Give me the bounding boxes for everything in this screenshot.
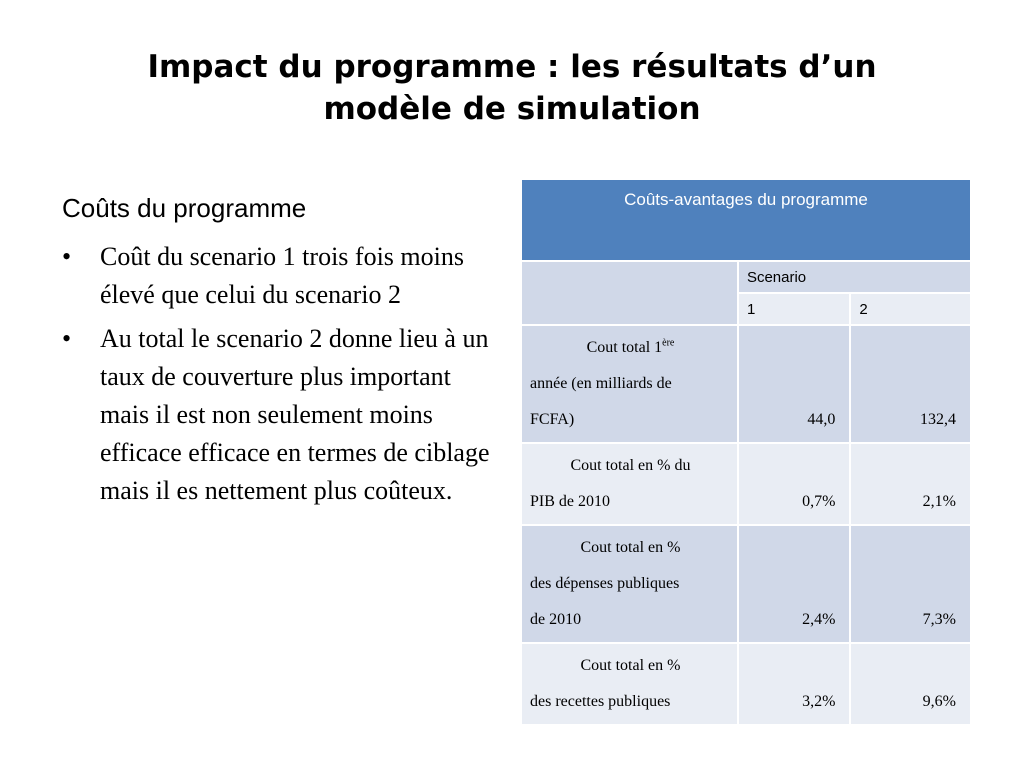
table-row: Cout total en % des recettes publiques 3… <box>520 642 972 726</box>
row-label: Cout total en % des dépenses publiques d… <box>520 524 739 644</box>
row-label-superscript: ère <box>662 337 675 349</box>
value-scenario-2: 9,6% <box>849 642 972 726</box>
bullet-text: Coût du scenario 1 trois fois moins élev… <box>100 242 464 309</box>
row-label-line: année (en milliards de <box>530 375 672 392</box>
row-label-line: Cout total en % du <box>570 457 691 474</box>
scenario-header-row: Scenario <box>520 260 973 326</box>
bullet-icon: • <box>62 242 72 271</box>
row-label-line: de 2010 <box>530 611 582 628</box>
row-label-line: PIB de 2010 <box>530 493 610 510</box>
value-scenario-1: 44,0 <box>736 324 852 444</box>
bullet-item: • Coût du scenario 1 trois fois moins él… <box>62 238 502 314</box>
value-scenario-1: 0,7% <box>736 442 852 526</box>
table-title: Coûts-avantages du programme <box>520 178 972 262</box>
row-label-line: Cout total 1 <box>586 339 663 356</box>
row-label-line: Cout total en % <box>580 539 681 556</box>
bullet-icon: • <box>62 324 72 353</box>
value-scenario-1: 3,2% <box>736 642 852 726</box>
bullet-item: • Au total le scenario 2 donne lieu à un… <box>62 320 502 510</box>
bullet-list: • Coût du scenario 1 trois fois moins él… <box>62 238 502 510</box>
scenario-label: Scenario <box>736 260 973 294</box>
row-label-line: Cout total en % <box>580 657 681 674</box>
value-scenario-2: 7,3% <box>849 524 972 644</box>
bullet-text: Au total le scenario 2 donne lieu à un t… <box>100 324 490 505</box>
row-label-line: FCFA) <box>530 411 575 428</box>
row-label-line: des recettes publiques <box>530 693 671 710</box>
title-line2: modèle de simulation <box>323 91 701 127</box>
table-row: Cout total en % du PIB de 2010 0,7% 2,1% <box>520 442 972 526</box>
value-scenario-1: 2,4% <box>736 524 852 644</box>
title-part1: Impact du programme : <box>147 49 571 85</box>
row-label: Cout total en % du PIB de 2010 <box>520 442 739 526</box>
table-row: Cout total 1ère année (en milliards de F… <box>520 324 972 444</box>
cost-benefit-table-wrapper: Coûts-avantages du programme Scenario 1 … <box>520 178 973 726</box>
section-heading: Coûts du programme <box>62 193 307 223</box>
text-column: Coûts du programme • Coût du scenario 1 … <box>62 188 502 516</box>
scenario-number-row: 1 2 <box>521 292 972 326</box>
empty-corner-cell <box>520 260 739 326</box>
slide-title: Impact du programme : les résultats d’un… <box>40 46 984 130</box>
scenario-2-header: 2 <box>849 292 972 326</box>
value-scenario-2: 132,4 <box>849 324 972 444</box>
value-scenario-2: 2,1% <box>849 442 972 526</box>
table-row: Cout total en % des dépenses publiques d… <box>520 524 972 644</box>
table-header-row: Coûts-avantages du programme <box>520 178 972 262</box>
row-label: Cout total 1ère année (en milliards de F… <box>520 324 739 444</box>
row-label: Cout total en % des recettes publiques <box>520 642 739 726</box>
scenario-1-header: 1 <box>736 292 852 326</box>
row-label-line: des dépenses publiques <box>530 575 680 592</box>
cost-benefit-table: Coûts-avantages du programme Scenario 1 … <box>520 178 973 726</box>
title-part2: les résultats d’un <box>570 49 877 85</box>
